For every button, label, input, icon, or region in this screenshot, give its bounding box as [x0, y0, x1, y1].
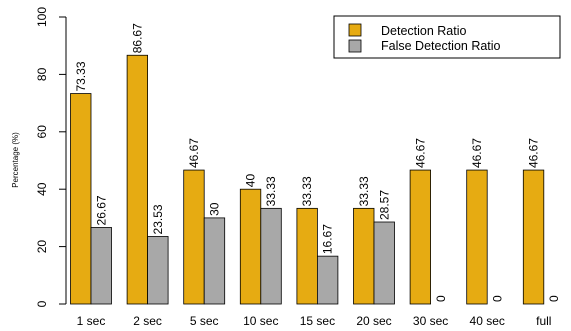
bar-false-detection	[203, 217, 226, 305]
x-tick-label: 10 sec	[243, 314, 278, 328]
bar-detection	[239, 188, 262, 305]
data-label-false-detection: 23.53	[151, 204, 165, 234]
bar-detection	[353, 207, 375, 305]
y-tick-label: 100	[35, 7, 49, 27]
x-tick-label: 20 sec	[356, 314, 391, 328]
legend-label-false-detection: False Detection Ratio	[381, 39, 501, 53]
y-tick-label: 20	[35, 240, 49, 254]
bar-false-detection	[147, 236, 169, 305]
x-tick-label: 5 sec	[190, 314, 219, 328]
data-label-false-detection: 26.67	[94, 195, 108, 225]
x-tick-label: full	[536, 314, 551, 328]
bar-detection	[409, 169, 432, 305]
y-tick-label: 80	[35, 67, 49, 81]
legend-swatch-detection	[348, 23, 362, 37]
bar-detection	[296, 207, 318, 305]
bar-false-detection	[260, 207, 282, 305]
legend-label-detection: Detection Ratio	[381, 24, 467, 38]
bar-false-detection	[373, 221, 395, 305]
bar-false-detection	[90, 227, 112, 305]
x-tick-label: 15 sec	[300, 314, 335, 328]
data-label-detection: 40	[244, 174, 258, 188]
data-label-false-detection: 0	[490, 295, 504, 302]
x-axis-labels: 1 sec 2 sec 5 sec 10 sec 15 sec 20 sec 30 sec 4…	[77, 314, 552, 328]
data-label-detection: 46.67	[527, 138, 541, 168]
x-tick-label: 2 sec	[133, 314, 162, 328]
data-label-detection: 46.67	[470, 138, 484, 168]
data-label-detection: 33.33	[357, 176, 371, 206]
y-tick-label: 40	[35, 182, 49, 196]
bar-detection	[183, 169, 205, 305]
y-axis: 0 20 40 60 80 100	[35, 7, 67, 307]
bar-detection	[466, 169, 488, 305]
x-tick-label: 30 sec	[413, 314, 448, 328]
x-tick-label: 1 sec	[77, 314, 106, 328]
x-tick-label: 40 sec	[470, 314, 505, 328]
bar-detection	[522, 169, 545, 305]
bar-detection	[126, 54, 148, 305]
legend-box	[333, 15, 561, 59]
y-tick-label: 60	[35, 125, 49, 139]
data-label-detection: 46.67	[413, 138, 427, 168]
data-label-detection: 33.33	[300, 176, 314, 206]
bars: 73.33 26.67 86.67 23.53 46.67 30 40 33.33 33.33 1…	[70, 23, 561, 305]
bar-detection	[70, 93, 92, 305]
data-label-false-detection: 16.67	[321, 224, 335, 254]
data-label-false-detection: 0	[547, 295, 561, 302]
y-tick-label: 0	[35, 300, 49, 307]
legend: Detection Ratio False Detection Ratio	[333, 15, 561, 59]
data-label-false-detection: 28.57	[377, 190, 391, 220]
y-axis-title: Percentage (%)	[11, 132, 20, 188]
data-label-detection: 73.33	[74, 61, 88, 91]
data-label-false-detection: 0	[434, 295, 448, 302]
data-label-false-detection: 30	[207, 202, 221, 216]
bar-false-detection	[316, 255, 339, 305]
data-label-false-detection: 33.33	[264, 176, 278, 206]
data-label-detection: 86.67	[130, 23, 144, 53]
legend-swatch-false-detection	[348, 39, 362, 53]
data-label-detection: 46.67	[187, 138, 201, 168]
